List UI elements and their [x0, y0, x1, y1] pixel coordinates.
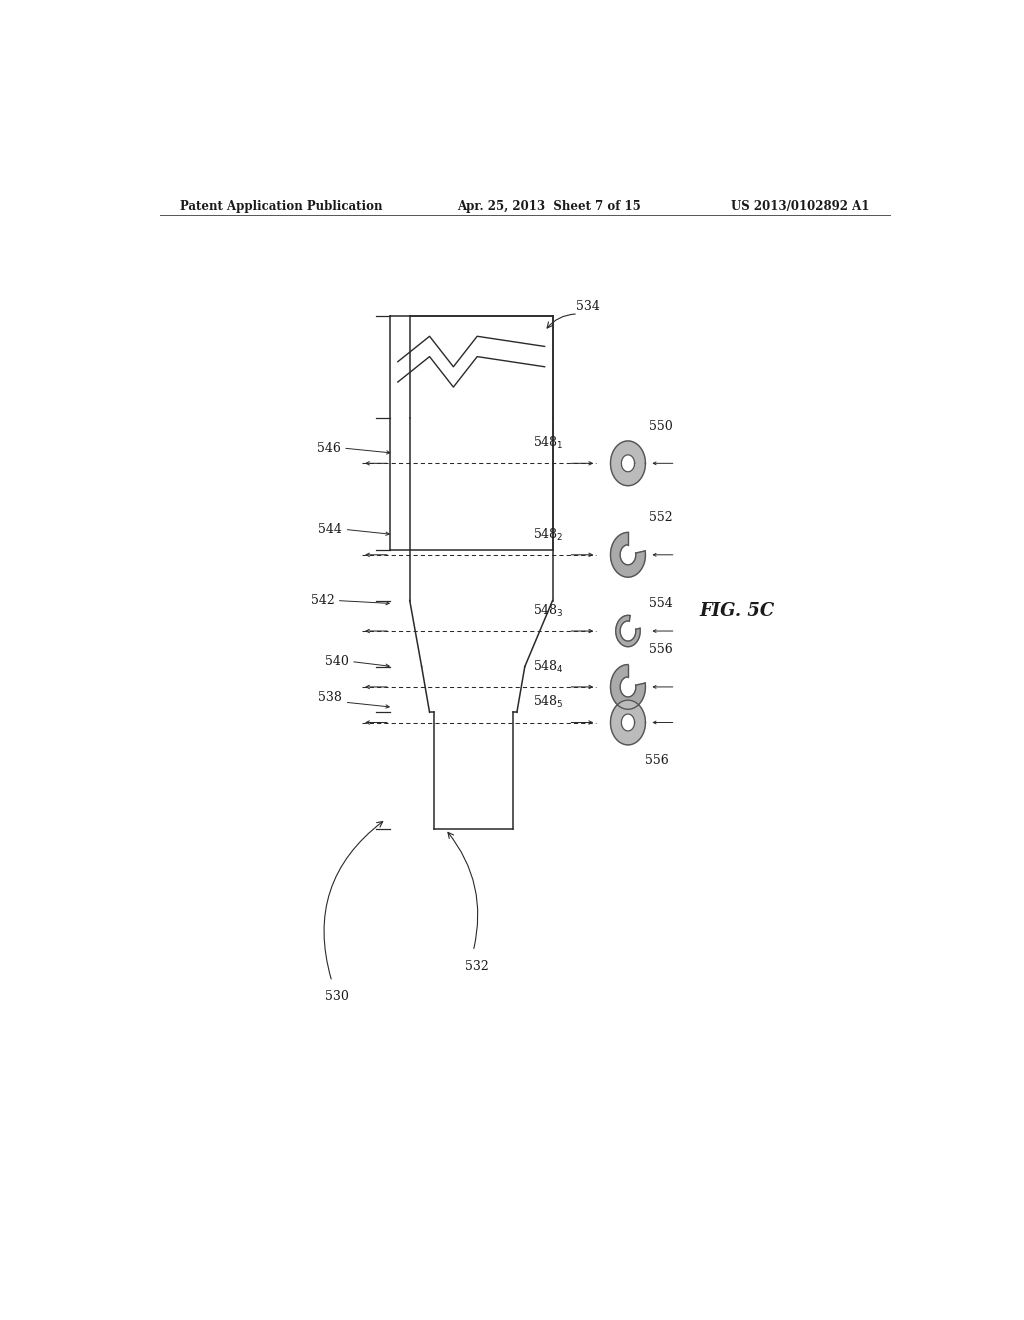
Text: 540: 540 [325, 655, 348, 668]
Text: Apr. 25, 2013  Sheet 7 of 15: Apr. 25, 2013 Sheet 7 of 15 [458, 199, 641, 213]
Text: 550: 550 [649, 420, 673, 433]
Text: 548$_{1}$: 548$_{1}$ [532, 436, 563, 451]
Text: 546: 546 [316, 442, 341, 454]
Text: 542: 542 [310, 594, 334, 607]
Polygon shape [615, 615, 640, 647]
Text: 552: 552 [649, 511, 673, 524]
Polygon shape [610, 664, 645, 709]
Text: 544: 544 [318, 523, 342, 536]
Text: US 2013/0102892 A1: US 2013/0102892 A1 [731, 199, 869, 213]
Text: 534: 534 [577, 300, 600, 313]
Polygon shape [622, 714, 635, 731]
Text: 548$_{2}$: 548$_{2}$ [532, 527, 563, 543]
Text: 548$_{4}$: 548$_{4}$ [532, 659, 563, 675]
Polygon shape [622, 455, 635, 471]
Polygon shape [610, 532, 645, 577]
Text: 556: 556 [649, 643, 673, 656]
Text: 538: 538 [318, 690, 342, 704]
Text: Patent Application Publication: Patent Application Publication [179, 199, 382, 213]
Text: 548$_{3}$: 548$_{3}$ [532, 603, 563, 619]
Text: 530: 530 [325, 990, 349, 1003]
Polygon shape [610, 441, 645, 486]
Text: 532: 532 [465, 960, 489, 973]
Text: 548$_{5}$: 548$_{5}$ [532, 694, 563, 710]
Text: FIG. 5C: FIG. 5C [699, 602, 774, 619]
Text: 556: 556 [645, 754, 669, 767]
Polygon shape [610, 700, 645, 744]
Text: 554: 554 [649, 597, 673, 610]
